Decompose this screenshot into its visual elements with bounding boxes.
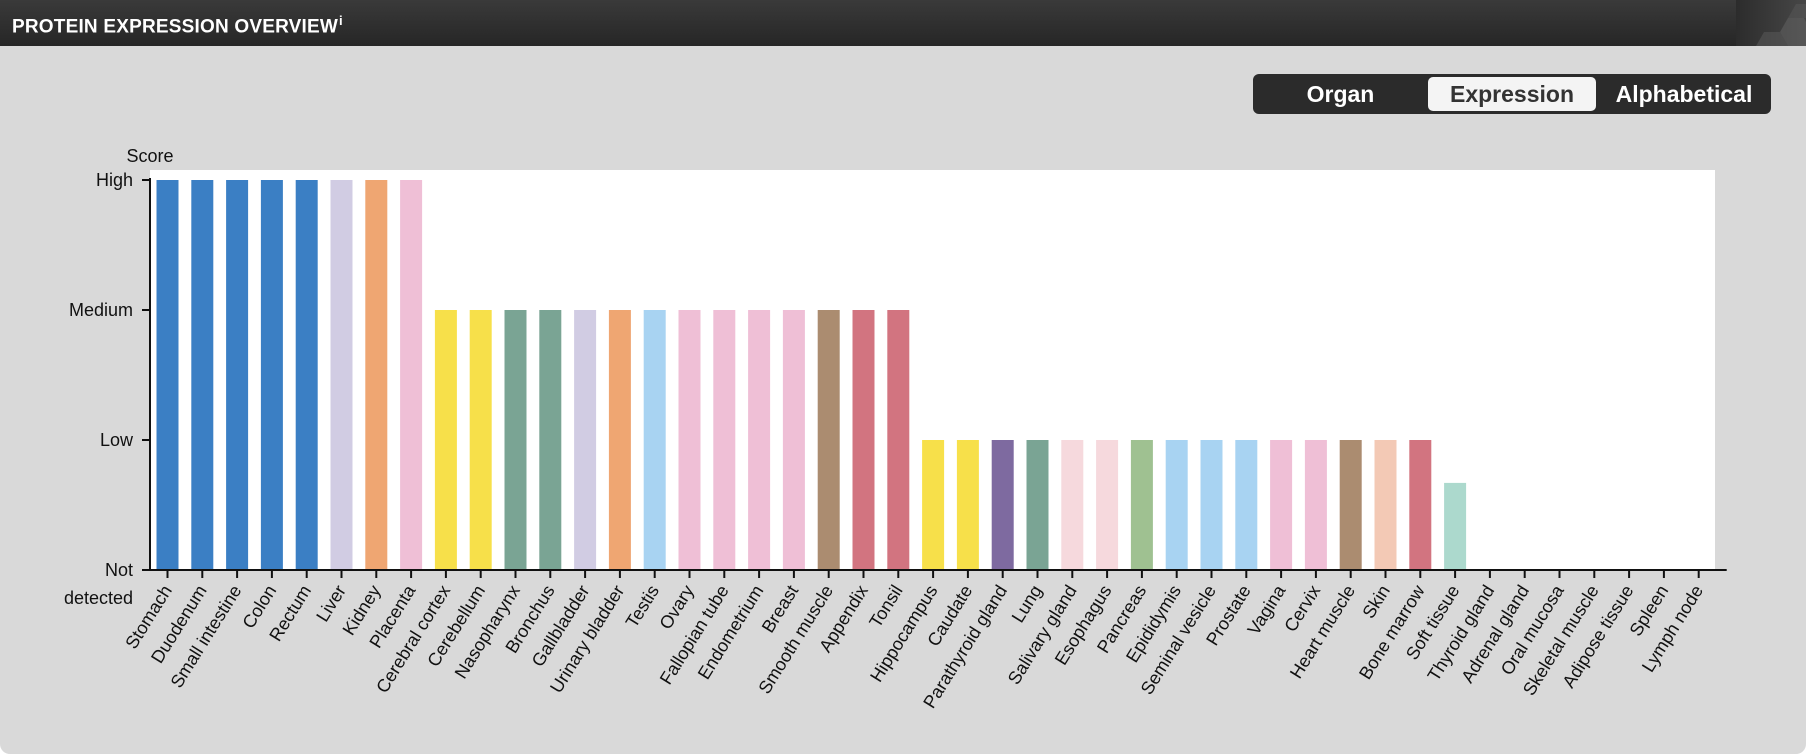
bar[interactable] xyxy=(1270,440,1293,570)
y-axis-label: Score xyxy=(126,146,173,166)
y-axis: Not detected Low Medium High xyxy=(64,170,151,608)
panel-title-text: PROTEIN EXPRESSION OVERVIEW xyxy=(12,16,339,38)
x-tick-label: Skin xyxy=(1358,582,1394,622)
bar[interactable] xyxy=(539,310,562,570)
bar[interactable] xyxy=(574,310,597,570)
bar[interactable] xyxy=(678,310,701,570)
bar[interactable] xyxy=(191,180,214,570)
bar[interactable] xyxy=(260,180,283,570)
bar[interactable] xyxy=(400,180,423,570)
bar[interactable] xyxy=(991,440,1014,570)
bar[interactable] xyxy=(1339,440,1362,570)
bar[interactable] xyxy=(713,310,736,570)
bar[interactable] xyxy=(226,180,249,570)
bar[interactable] xyxy=(504,310,527,570)
bar[interactable] xyxy=(1409,440,1432,570)
bar[interactable] xyxy=(956,440,979,570)
bar[interactable] xyxy=(817,310,840,570)
info-icon[interactable]: i xyxy=(339,13,343,28)
bar[interactable] xyxy=(1165,440,1188,570)
bar[interactable] xyxy=(156,180,179,570)
hexagon-logo-icon xyxy=(1736,0,1806,46)
x-tick-label: Vagina xyxy=(1244,581,1290,639)
bar[interactable] xyxy=(1096,440,1119,570)
bar[interactable] xyxy=(852,310,875,570)
y-tick-label: Not detected xyxy=(64,560,133,608)
bar[interactable] xyxy=(365,180,388,570)
bar[interactable] xyxy=(1374,440,1397,570)
y-tick-label: Medium xyxy=(69,300,133,320)
panel-header: PROTEIN EXPRESSION OVERVIEWi xyxy=(0,0,1806,46)
bar[interactable] xyxy=(1235,440,1258,570)
bar[interactable] xyxy=(1304,440,1327,570)
bar[interactable] xyxy=(330,180,353,570)
bar[interactable] xyxy=(1061,440,1084,570)
bar[interactable] xyxy=(608,310,631,570)
bar[interactable] xyxy=(782,310,805,570)
sort-toggle: Organ Expression Alphabetical xyxy=(1253,74,1771,114)
y-tick-label: Low xyxy=(100,430,134,450)
sort-option-alphabetical[interactable]: Alphabetical xyxy=(1615,81,1753,107)
bar[interactable] xyxy=(295,180,318,570)
bar[interactable] xyxy=(1026,440,1049,570)
sort-option-expression[interactable]: Expression xyxy=(1428,77,1596,111)
y-tick-label: High xyxy=(96,170,133,190)
bar[interactable] xyxy=(469,310,492,570)
bar[interactable] xyxy=(887,310,910,570)
bar[interactable] xyxy=(1444,482,1467,570)
sort-option-organ[interactable]: Organ xyxy=(1306,81,1375,107)
bar[interactable] xyxy=(748,310,771,570)
bars xyxy=(156,180,1467,570)
bar[interactable] xyxy=(1200,440,1223,570)
panel-title: PROTEIN EXPRESSION OVERVIEWi xyxy=(12,13,343,38)
bar[interactable] xyxy=(922,440,945,570)
bar[interactable] xyxy=(643,310,666,570)
bar[interactable] xyxy=(1130,440,1153,570)
bar[interactable] xyxy=(434,310,457,570)
